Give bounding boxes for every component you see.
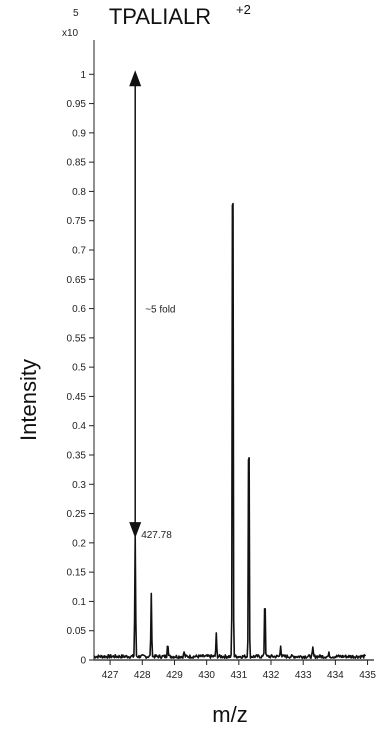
y-tick-label: 0.55 — [67, 333, 87, 344]
x-axis-title: m/z — [212, 702, 247, 727]
y-tick-label: 0.9 — [72, 128, 86, 139]
spectrum-line — [93, 202, 367, 660]
y-tick-label: 0.65 — [67, 275, 87, 286]
chart-title-charge: +2 — [236, 2, 251, 17]
y-tick-label: 0.7 — [72, 246, 86, 257]
y-tick-label: 0.05 — [67, 626, 87, 637]
y-tick-label: 0.85 — [67, 158, 87, 169]
peak-label: 427.78 — [141, 530, 172, 541]
y-tick-label: 0.3 — [72, 480, 86, 491]
y-tick-label: 0.45 — [67, 392, 87, 403]
y-tick-label: 1 — [80, 70, 86, 81]
y-tick-label: 0.2 — [72, 538, 86, 549]
y-axis: 0 0.05 0.1 0.15 0.2 0.25 0.3 0.35 0.4 0.45 0.5 0.55… — [67, 40, 95, 667]
y-axis-title: Intensity — [16, 359, 41, 441]
y-tick-label: 0 — [80, 656, 86, 667]
y-tick-label: 0.25 — [67, 509, 87, 520]
chart-title-group: TPALIALR +2 — [109, 2, 251, 29]
fold-arrow-head-up — [129, 70, 142, 87]
y-tick-label: 0.8 — [72, 187, 86, 198]
y-tick-label: 0.95 — [67, 99, 87, 110]
y-multiplier-label: x10 — [62, 28, 79, 39]
y-tick-label: 0.5 — [72, 363, 86, 374]
fold-change-label: ~5 fold — [145, 305, 175, 316]
x-tick-label: 433 — [295, 670, 312, 681]
fold-arrow-head-down — [129, 522, 142, 539]
y-tick-label: 0.75 — [67, 216, 87, 227]
y-tick-label: 0.6 — [72, 304, 86, 315]
x-tick-label: 429 — [166, 670, 183, 681]
chart-title: TPALIALR — [109, 4, 211, 29]
x-axis: 427 428 429 430 431 432 433 434 435 — [94, 659, 376, 681]
y-tick-label: 0.35 — [67, 451, 87, 462]
annotations: 427.78 ~5 fold — [129, 70, 176, 541]
y-multiplier-exponent: 5 — [73, 8, 79, 19]
x-tick-label: 428 — [134, 670, 151, 681]
y-tick-label: 0.4 — [72, 421, 86, 432]
x-tick-label: 434 — [327, 670, 344, 681]
x-tick-label: 435 — [359, 670, 376, 681]
x-tick-label: 432 — [263, 670, 280, 681]
y-tick-label: 0.1 — [72, 597, 86, 608]
x-tick-label: 431 — [230, 670, 247, 681]
y-tick-label: 0.15 — [67, 568, 87, 579]
spectrum-series — [93, 202, 367, 660]
x-tick-label: 430 — [198, 670, 215, 681]
x-tick-label: 427 — [102, 670, 119, 681]
